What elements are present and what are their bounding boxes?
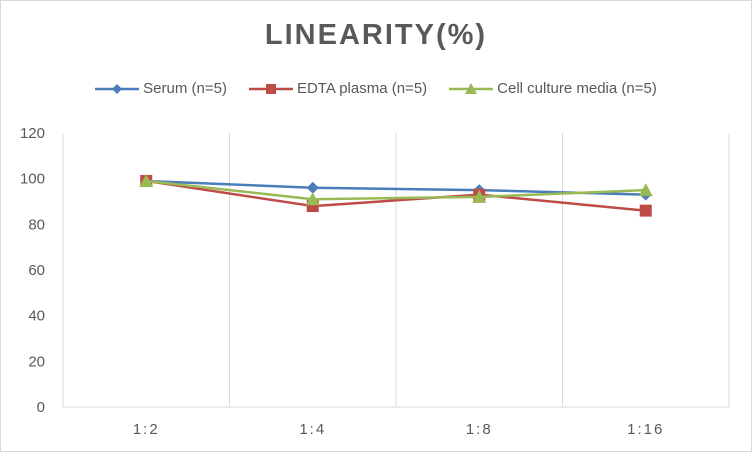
x-tick-label: 1:8 — [466, 421, 493, 438]
data-point-edta-plasma — [639, 204, 652, 217]
legend-marker-serum — [95, 83, 140, 94]
data-point-cell-culture-media — [472, 189, 487, 203]
legend-marker-cell-culture-media — [449, 82, 494, 94]
series-line-cell-culture-media — [146, 179, 646, 201]
y-tick-label: 100 — [20, 171, 45, 188]
legend-label-serum: Serum (n=5) — [143, 80, 227, 97]
x-tick-label: 1:16 — [627, 421, 664, 438]
y-tick-label: 0 — [37, 399, 45, 416]
legend-item-edta-plasma: EDTA plasma (n=5) — [248, 80, 428, 97]
y-tick-label: 60 — [28, 262, 45, 279]
data-point-cell-culture-media — [305, 192, 320, 206]
y-tick-label: 40 — [28, 308, 45, 325]
series-line-edta-plasma — [146, 179, 646, 212]
x-tick-label: 1:2 — [133, 421, 160, 438]
y-tick-label: 80 — [28, 216, 45, 233]
legend: Serum (n=5) EDTA plasma (n=5) Cell cultu… — [1, 80, 751, 97]
x-tick-label: 1:4 — [299, 421, 326, 438]
data-point-cell-culture-media — [638, 183, 653, 197]
chart-title: LINEARITY(%) — [264, 19, 488, 51]
data-point-serum — [306, 181, 319, 194]
legend-label-edta-plasma: EDTA plasma (n=5) — [296, 80, 428, 97]
y-tick-label: 20 — [28, 353, 45, 370]
legend-item-serum: Serum (n=5) — [95, 80, 227, 97]
y-tick-label: 120 — [20, 125, 45, 142]
legend-label-cell-culture-media: Cell culture media (n=5) — [497, 80, 657, 97]
data-point-cell-culture-media — [139, 173, 154, 187]
legend-marker-edta-plasma — [248, 83, 293, 94]
legend-item-cell-culture-media: Cell culture media (n=5) — [449, 80, 657, 97]
